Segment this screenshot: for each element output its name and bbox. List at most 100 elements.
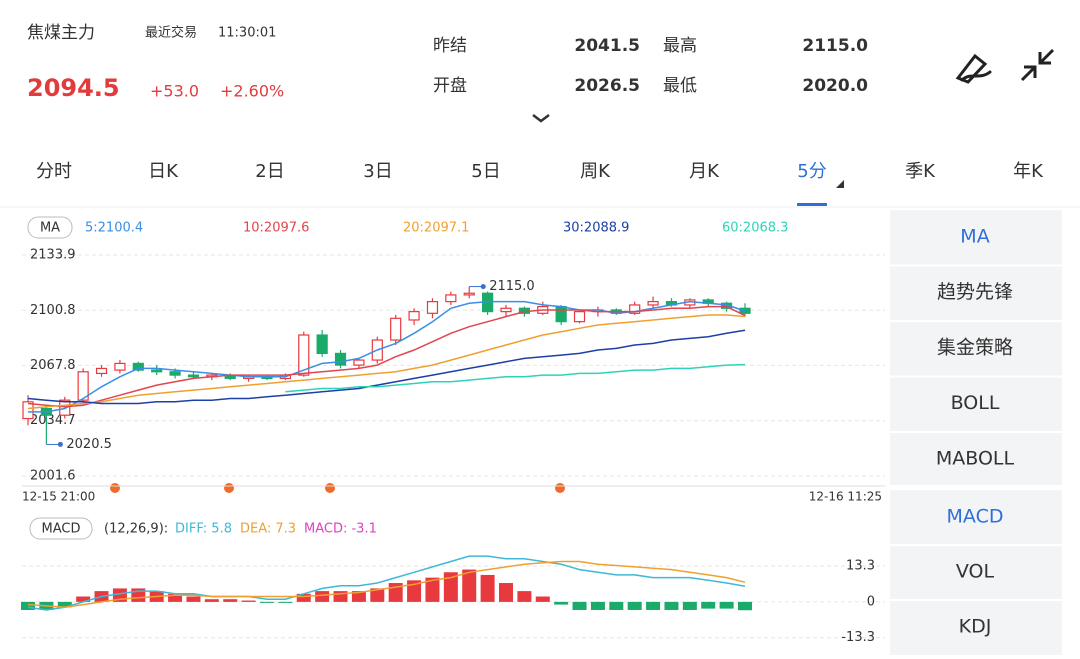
indicator-option[interactable]: MACD bbox=[947, 506, 1004, 528]
contract-name: 焦煤主力 bbox=[27, 23, 95, 43]
event-dot[interactable] bbox=[555, 483, 565, 493]
event-dot[interactable] bbox=[224, 483, 234, 493]
candle-body bbox=[445, 294, 457, 303]
start-time: 12-15 21:00 bbox=[22, 490, 95, 504]
ma-legend: 60:2068.3 bbox=[722, 221, 788, 236]
min-label: 2020.5 bbox=[66, 437, 112, 452]
ma-legend: 30:2088.9 bbox=[563, 221, 629, 236]
ma-legend: 5:2100.4 bbox=[85, 221, 143, 236]
indicator-option[interactable]: 集金策略 bbox=[937, 337, 1013, 359]
y-tick-label: 2100.8 bbox=[30, 303, 76, 318]
macd-bar bbox=[609, 601, 624, 610]
period-tab[interactable]: 年K bbox=[1013, 161, 1044, 182]
macd-bar bbox=[517, 591, 532, 602]
stat-value: 2041.5 bbox=[574, 36, 640, 56]
macd-bar bbox=[499, 583, 513, 602]
macd-badge[interactable] bbox=[29, 517, 93, 540]
indicator-option[interactable]: 趋势先锋 bbox=[937, 281, 1013, 303]
candle-body bbox=[500, 307, 512, 313]
candle-body bbox=[22, 401, 34, 420]
stat-label: 开盘 bbox=[433, 76, 467, 96]
period-tab[interactable]: 5分 bbox=[797, 161, 826, 182]
price-change: +53.0 bbox=[150, 82, 199, 101]
event-dot[interactable] bbox=[110, 483, 120, 493]
macd-bar bbox=[682, 601, 697, 610]
indicator-option[interactable]: KDJ bbox=[959, 616, 992, 638]
sub-indicator-panel bbox=[890, 490, 1062, 655]
macd-bar bbox=[260, 601, 274, 603]
ma-badge[interactable] bbox=[27, 216, 73, 239]
macd-bar bbox=[701, 601, 716, 609]
y-tick-label: -13.3 bbox=[841, 630, 875, 645]
candle-body bbox=[334, 352, 347, 366]
y-tick-label: 13.3 bbox=[846, 559, 875, 574]
period-tab[interactable]: 季K bbox=[905, 161, 936, 182]
candle-body bbox=[316, 334, 328, 354]
period-tab[interactable]: 日K bbox=[148, 161, 179, 182]
indicator-option[interactable]: VOL bbox=[956, 561, 995, 583]
macd-bar bbox=[627, 601, 642, 610]
macd-bar bbox=[57, 601, 72, 608]
active-tab-underline bbox=[797, 203, 827, 206]
last-price: 2094.5 bbox=[27, 74, 120, 102]
indicator-option[interactable]: BOLL bbox=[951, 392, 1000, 414]
candle-body bbox=[77, 371, 89, 401]
indicator-option[interactable]: MA bbox=[960, 226, 989, 248]
tab-dropdown[interactable] bbox=[836, 180, 844, 188]
macd-bar bbox=[241, 600, 256, 602]
stat-label: 昨结 bbox=[433, 36, 467, 56]
period-tab[interactable]: 2日 bbox=[255, 161, 284, 182]
period-tab[interactable]: 周K bbox=[580, 161, 611, 182]
candle-body bbox=[169, 371, 181, 376]
macd-bar bbox=[315, 591, 330, 602]
ma-legend: 20:2097.1 bbox=[403, 221, 469, 236]
collapse-icon[interactable] bbox=[1020, 48, 1055, 82]
macd-bar bbox=[223, 599, 238, 602]
candle-body bbox=[151, 369, 163, 373]
macd-bar bbox=[572, 601, 587, 610]
event-dot[interactable] bbox=[325, 483, 335, 493]
y-tick-label: 0 bbox=[867, 594, 875, 609]
candle-body bbox=[555, 306, 567, 323]
price-change-pct: +2.60% bbox=[220, 82, 284, 101]
macd-bar bbox=[462, 569, 477, 602]
trade-time: 11:30:01 bbox=[218, 26, 276, 41]
macd-bar bbox=[535, 596, 550, 602]
macd-bar bbox=[407, 580, 422, 602]
stat-label: 最高 bbox=[663, 36, 697, 56]
main-indicator-panel bbox=[890, 210, 1062, 485]
macd-bar bbox=[333, 591, 348, 602]
stat-value: 2020.0 bbox=[802, 76, 868, 96]
indicator-option[interactable]: MABOLL bbox=[936, 448, 1015, 470]
macd-bar bbox=[278, 601, 293, 603]
macd-bar bbox=[480, 574, 495, 602]
y-tick-label: 2133.9 bbox=[30, 248, 76, 263]
macd-bar bbox=[168, 593, 183, 602]
candle-body bbox=[298, 334, 310, 376]
y-tick-label: 2067.8 bbox=[30, 358, 76, 373]
ma-badge-label: MA bbox=[40, 221, 60, 236]
dea-legend: DEA: 7.3 bbox=[240, 522, 296, 537]
max-dot bbox=[480, 284, 486, 290]
macd-bar bbox=[664, 601, 679, 610]
period-tab[interactable]: 3日 bbox=[363, 161, 392, 182]
expand-chevron[interactable] bbox=[532, 114, 550, 123]
period-tab[interactable]: 月K bbox=[689, 161, 720, 182]
macd-bar bbox=[296, 593, 311, 602]
macd-bar bbox=[76, 596, 91, 602]
diff-legend: DIFF: 5.8 bbox=[175, 522, 232, 537]
min-dot bbox=[57, 441, 63, 447]
period-tab[interactable]: 分时 bbox=[36, 161, 72, 182]
candle-body bbox=[114, 362, 126, 371]
ma-line bbox=[285, 363, 746, 393]
event-markers bbox=[110, 483, 565, 493]
trade-label: 最近交易 bbox=[145, 25, 197, 41]
macd-params: (12,26,9): bbox=[104, 522, 168, 537]
period-tab[interactable]: 5日 bbox=[471, 161, 500, 182]
y-tick-label: 2001.6 bbox=[30, 469, 76, 484]
stat-value: 2026.5 bbox=[574, 76, 640, 96]
macd-bar bbox=[443, 572, 458, 602]
draw-icon[interactable] bbox=[955, 53, 992, 84]
candle-body bbox=[187, 374, 200, 378]
